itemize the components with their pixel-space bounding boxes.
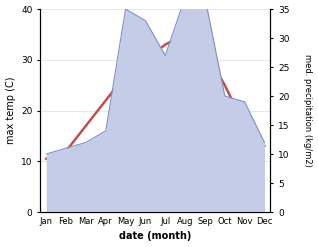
X-axis label: date (month): date (month): [119, 231, 191, 242]
Y-axis label: max temp (C): max temp (C): [5, 77, 16, 144]
Y-axis label: med. precipitation (kg/m2): med. precipitation (kg/m2): [303, 54, 313, 167]
